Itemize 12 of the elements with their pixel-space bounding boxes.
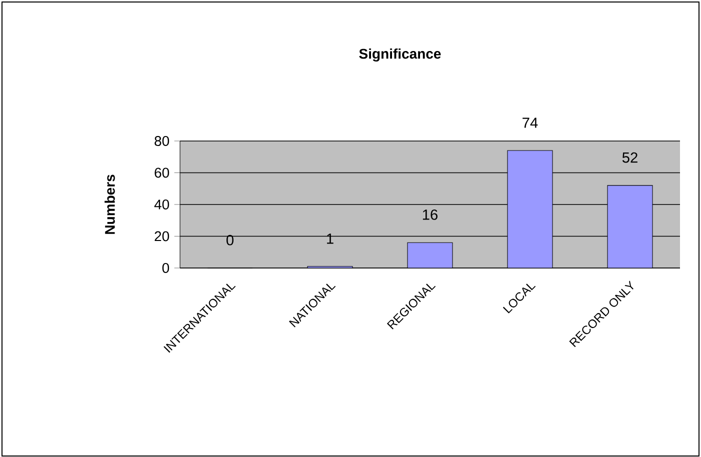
data-label: 0 (226, 234, 234, 246)
y-tick-label: 80 (154, 136, 170, 146)
y-tick-label: 60 (154, 168, 170, 178)
chart-title: Significance (359, 48, 441, 62)
data-label: 74 (522, 118, 538, 128)
data-label: 1 (327, 234, 334, 244)
data-label: 16 (422, 210, 438, 220)
y-tick-label: 40 (154, 200, 170, 210)
data-label: 52 (622, 152, 638, 163)
y-tick-label: 20 (154, 231, 170, 242)
y-axis-title: Numbers (104, 174, 115, 234)
y-tick-label: 0 (162, 263, 170, 273)
